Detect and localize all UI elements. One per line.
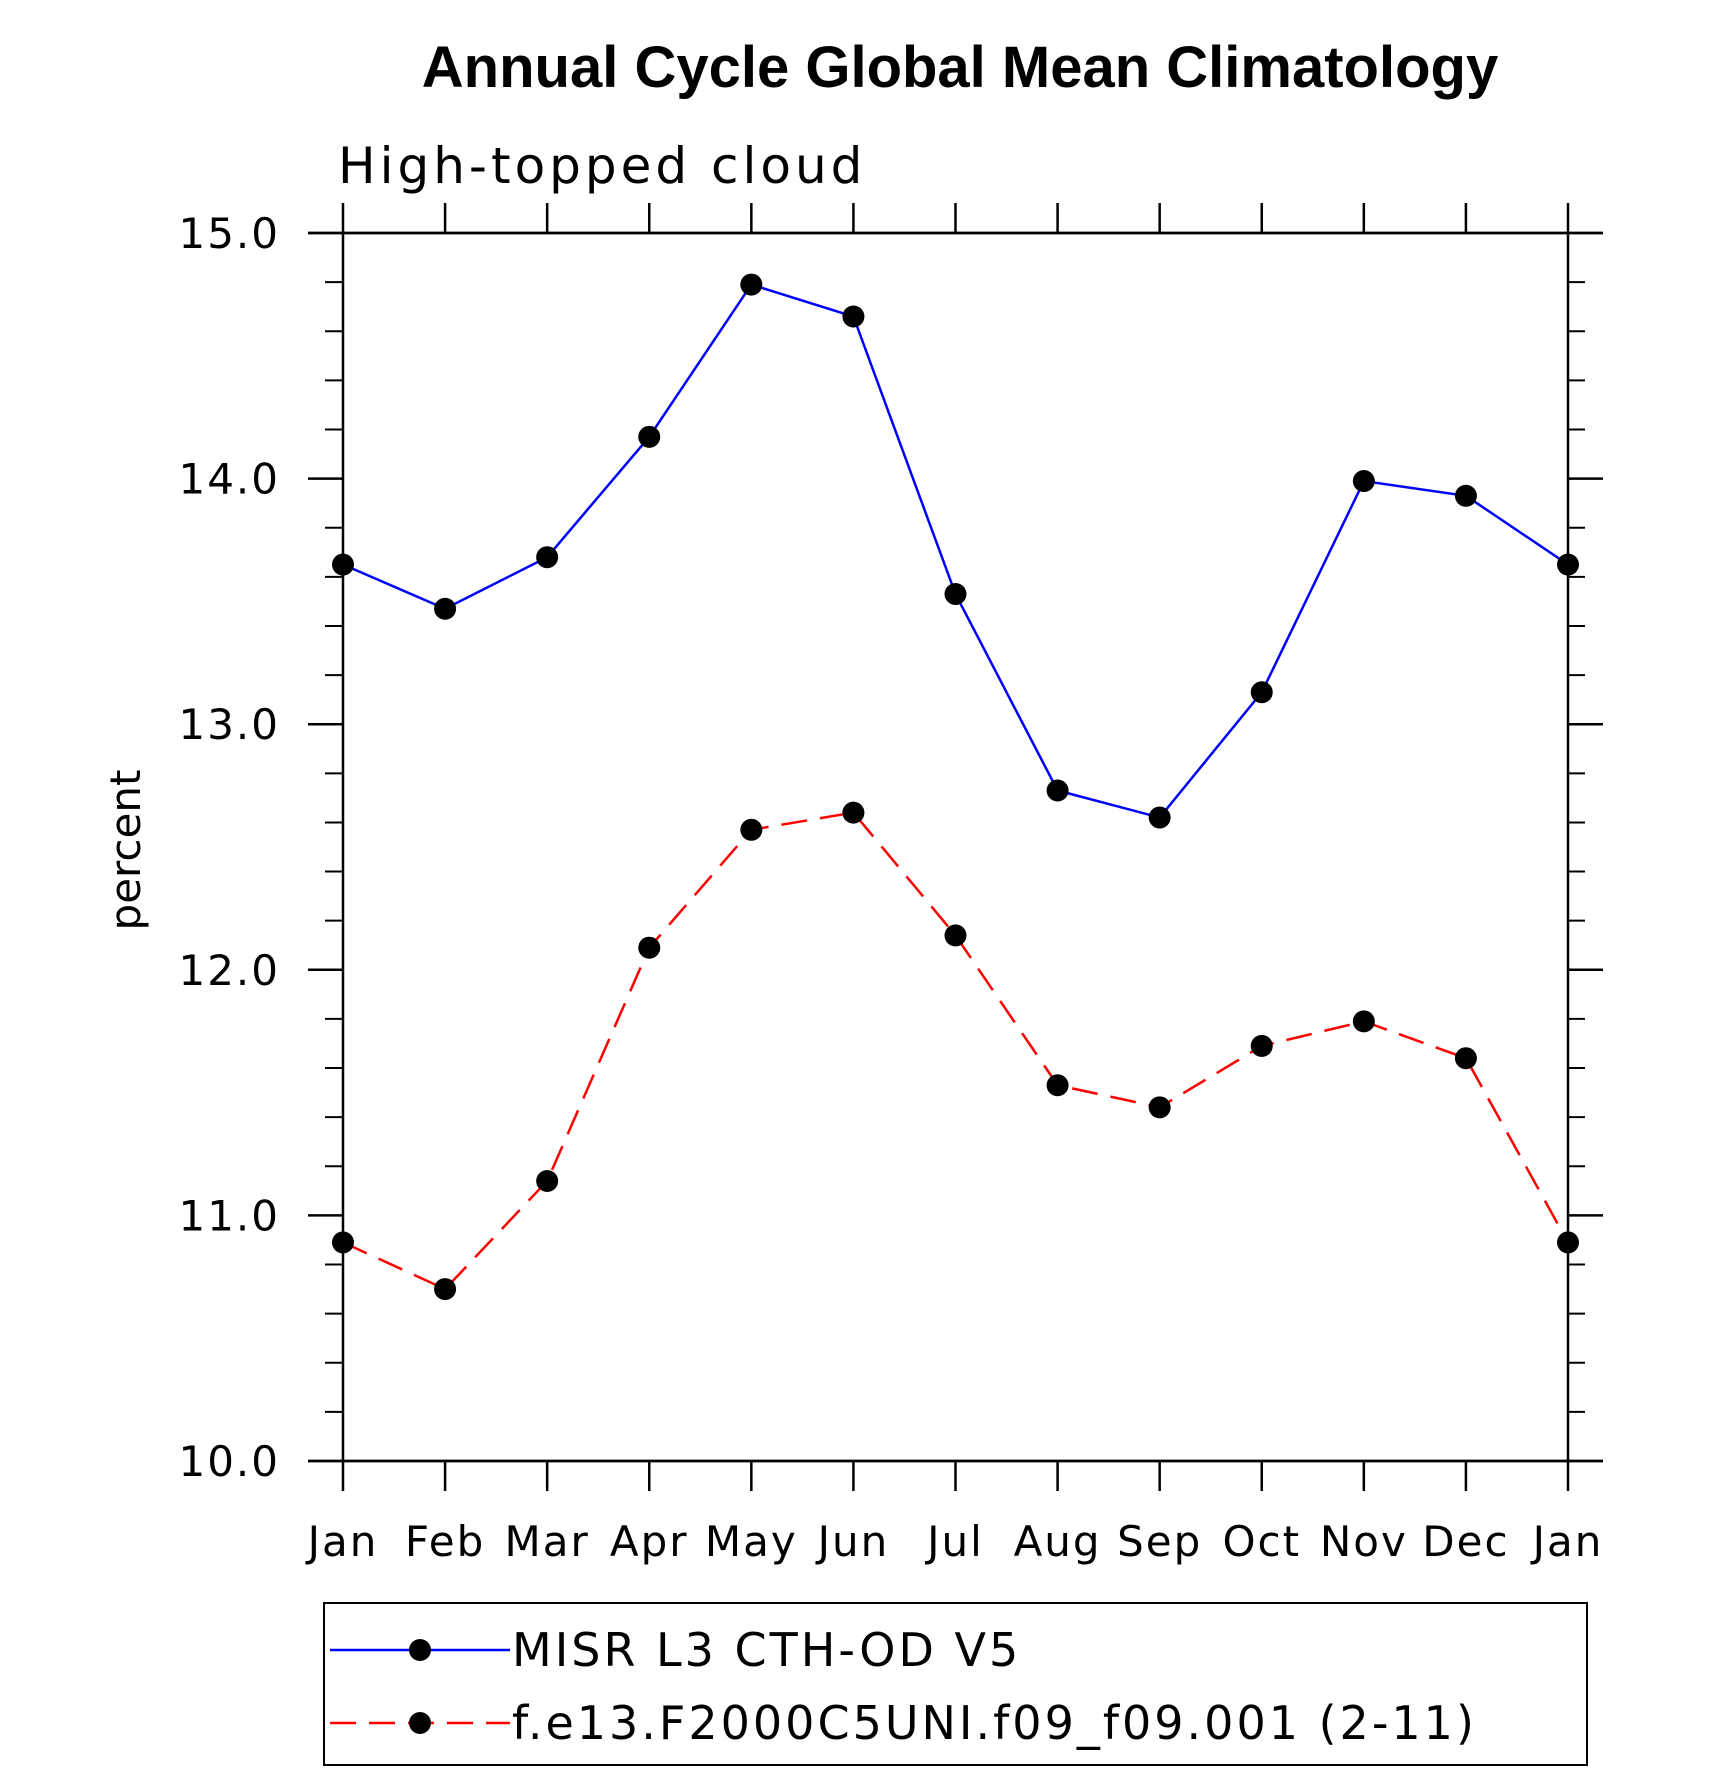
data-point-s1-6 <box>944 924 967 947</box>
data-point-s1-5 <box>842 801 865 824</box>
series-line-1 <box>342 811 1570 1291</box>
x-tick-label: Jan <box>1530 1517 1604 1566</box>
y-tick-label: 12.0 <box>178 946 280 995</box>
data-point-s0-7 <box>1046 779 1069 802</box>
data-point-s0-4 <box>740 273 763 296</box>
data-point-s1-1 <box>434 1278 457 1301</box>
legend-frame <box>323 1602 1588 1766</box>
chart-title: Annual Cycle Global Mean Climatology <box>422 35 1498 100</box>
x-tick-label: Dec <box>1422 1517 1509 1566</box>
x-tick-label: Jan <box>305 1517 379 1566</box>
data-point-s0-2 <box>536 546 559 569</box>
y-tick-label: 13.0 <box>178 700 280 749</box>
data-point-s1-11 <box>1454 1047 1477 1070</box>
y-axis-label: percent <box>101 770 150 931</box>
data-point-s0-11 <box>1454 484 1477 507</box>
legend: MISR L3 CTH-OD V5 f.e13.F2000C5UNI.f09_f… <box>323 1602 1588 1766</box>
data-point-s0-5 <box>842 305 865 328</box>
legend-label-model: f.e13.F2000C5UNI.f09_f09.001 (2-11) <box>512 1696 1477 1750</box>
x-tick-label: Aug <box>1014 1517 1102 1566</box>
x-tick-label: Jun <box>815 1517 890 1566</box>
legend-label-misr: MISR L3 CTH-OD V5 <box>512 1623 1021 1677</box>
data-point-s1-7 <box>1046 1074 1069 1097</box>
series-1 <box>332 801 1579 1301</box>
data-point-s1-4 <box>740 818 763 841</box>
plot-axes: 10.0 11.0 12.0 13.0 14.0 15.0 Jan Feb Mar Apr May J… <box>178 203 1603 1566</box>
data-point-s0-10 <box>1352 470 1375 493</box>
data-point-s0-3 <box>638 425 661 448</box>
series-layer <box>332 273 1579 1301</box>
y-tick-label: 11.0 <box>178 1191 280 1240</box>
legend-marker-model <box>409 1712 431 1734</box>
x-tick-label: Jul <box>924 1517 984 1566</box>
data-point-s0-9 <box>1250 681 1273 704</box>
data-point-s0-0 <box>332 553 354 576</box>
data-point-s0-1 <box>434 597 457 620</box>
series-0 <box>332 273 1579 829</box>
x-tick-label: Mar <box>505 1517 590 1566</box>
data-point-s1-2 <box>536 1170 559 1193</box>
x-tick-label: Feb <box>405 1517 485 1566</box>
data-point-s1-8 <box>1148 1096 1171 1119</box>
data-point-s0-12 <box>1557 553 1579 576</box>
data-point-s1-3 <box>638 936 661 959</box>
x-tick-label: Sep <box>1117 1517 1202 1566</box>
data-point-s1-12 <box>1557 1231 1579 1254</box>
x-tick-label: Apr <box>610 1517 689 1566</box>
chart-subtitle: High-topped cloud <box>338 137 866 195</box>
y-tick-label: 10.0 <box>178 1437 280 1486</box>
series-line-0 <box>342 283 1569 819</box>
data-point-s1-10 <box>1352 1010 1375 1033</box>
data-point-s0-6 <box>944 583 967 606</box>
data-point-s1-9 <box>1250 1034 1273 1057</box>
plot-frame <box>341 231 1570 1463</box>
data-point-s1-0 <box>332 1231 354 1254</box>
x-tick-label: Oct <box>1222 1517 1301 1566</box>
x-tick-label: May <box>705 1517 798 1566</box>
x-tick-label: Nov <box>1320 1517 1408 1566</box>
data-point-s0-8 <box>1148 806 1171 829</box>
y-tick-label: 14.0 <box>178 455 280 504</box>
y-tick-label: 15.0 <box>178 209 280 258</box>
legend-marker-misr <box>409 1639 431 1661</box>
